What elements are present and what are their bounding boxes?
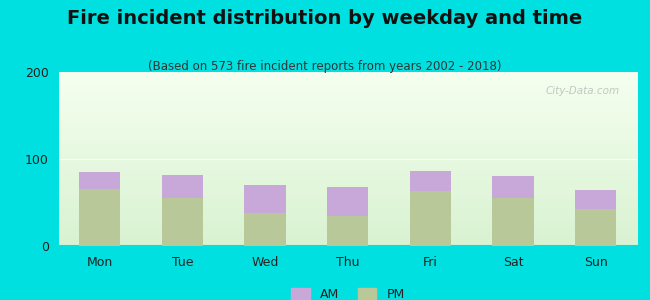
Bar — [575, 209, 616, 246]
Bar — [327, 187, 369, 215]
Bar — [327, 215, 369, 246]
Bar — [410, 191, 451, 246]
Bar — [162, 175, 203, 198]
Bar — [79, 190, 120, 246]
Bar — [244, 213, 286, 246]
Bar — [575, 190, 616, 209]
Legend: AM, PM: AM, PM — [286, 283, 410, 300]
Text: Fire incident distribution by weekday and time: Fire incident distribution by weekday an… — [68, 9, 582, 28]
Bar — [244, 185, 286, 213]
Bar — [410, 171, 451, 191]
Text: (Based on 573 fire incident reports from years 2002 - 2018): (Based on 573 fire incident reports from… — [148, 60, 502, 73]
Bar — [162, 198, 203, 246]
Bar — [493, 198, 534, 246]
Bar — [493, 176, 534, 198]
Text: City-Data.com: City-Data.com — [545, 86, 619, 96]
Bar — [79, 172, 120, 190]
